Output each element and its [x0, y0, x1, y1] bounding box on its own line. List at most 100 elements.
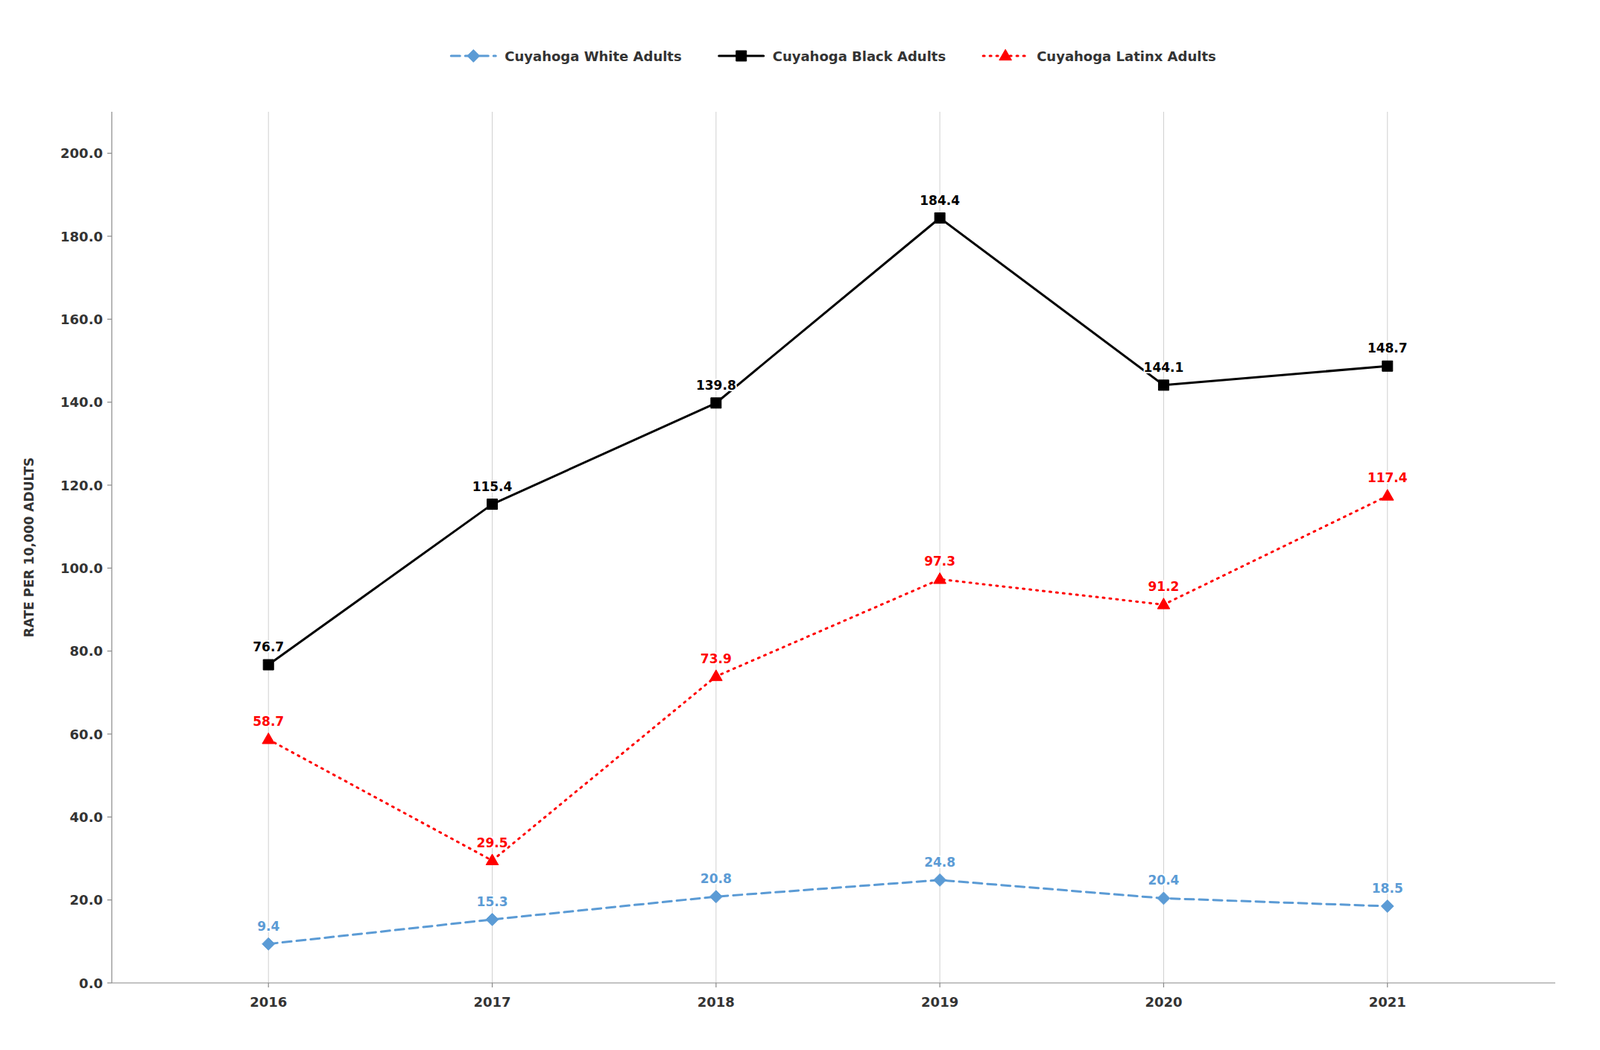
y-tick-label: 0.0 — [78, 975, 103, 992]
point — [710, 669, 723, 681]
y-tick — [107, 650, 112, 652]
y-tick — [107, 982, 112, 983]
series — [263, 213, 1393, 671]
series — [262, 874, 1394, 951]
data-label: 58.7 — [252, 713, 284, 729]
legend-label: Cuyahoga White Adults — [504, 48, 682, 65]
legend-label: Cuyahoga Latinx Adults — [1036, 48, 1217, 65]
x-tick — [1163, 982, 1165, 988]
data-label: 91.2 — [1147, 579, 1179, 594]
point — [710, 397, 722, 409]
x-tick — [491, 982, 493, 988]
y-tick-label: 20.0 — [70, 892, 103, 908]
point — [262, 732, 275, 743]
axes: 0.0 20.0 40.0 60.0 80.0 100.0 120.0 140.0 160.0 1… — [60, 111, 1556, 1010]
y-axis-label: RATE PER 10,000 ADULTS — [21, 457, 37, 638]
data-label: 97.3 — [924, 553, 956, 569]
data-label: 15.3 — [476, 894, 509, 910]
grid — [268, 111, 1388, 983]
y-tick-label: 200.0 — [60, 145, 103, 161]
point — [487, 499, 498, 510]
grid-line — [715, 111, 717, 983]
point — [1380, 900, 1394, 913]
y-tick — [107, 816, 112, 818]
x-axis-line — [111, 982, 1556, 983]
data-label: 18.5 — [1371, 880, 1404, 896]
data-label: 184.4 — [919, 193, 960, 208]
y-tick — [107, 484, 112, 486]
point — [1158, 380, 1169, 391]
y-tick-label: 80.0 — [70, 643, 103, 659]
y-tick-label: 120.0 — [60, 477, 103, 494]
legend-label: Cuyahoga Black Adults — [772, 48, 946, 65]
x-tick-label: 2018 — [697, 994, 735, 1010]
data-label: 73.9 — [700, 651, 732, 667]
data-label: 139.8 — [696, 377, 737, 393]
point — [1157, 598, 1171, 609]
y-axis-line — [111, 111, 112, 983]
x-tick-label: 2016 — [249, 994, 287, 1010]
point — [262, 937, 275, 951]
grid-line — [268, 111, 270, 983]
x-tick — [939, 982, 941, 988]
point — [485, 912, 499, 926]
y-tick — [107, 152, 112, 154]
point — [709, 890, 723, 904]
data-label: 148.7 — [1367, 340, 1408, 356]
x-tick-label: 2017 — [473, 994, 511, 1010]
data-label: 144.1 — [1143, 359, 1185, 375]
grid-line — [1386, 111, 1388, 983]
y-tick-label: 40.0 — [70, 809, 103, 825]
legend-marker — [999, 49, 1013, 60]
point — [263, 659, 274, 670]
y-tick-label: 60.0 — [70, 726, 103, 743]
point — [1380, 489, 1394, 501]
chart: 0.0 20.0 40.0 60.0 80.0 100.0 120.0 140.0 160.0 1… — [0, 0, 1600, 1050]
point — [933, 874, 947, 887]
data-label: 117.4 — [1367, 470, 1408, 486]
data-label: 24.8 — [924, 854, 956, 870]
point — [934, 213, 945, 224]
y-tick-label: 180.0 — [60, 228, 103, 245]
y-tick-label: 140.0 — [60, 394, 103, 410]
grid-line — [1163, 111, 1165, 983]
legend-item: Cuyahoga Black Adults — [719, 48, 946, 65]
y-tick — [107, 318, 112, 320]
y-tick — [107, 235, 112, 237]
data-label: 76.7 — [252, 639, 284, 655]
y-tick-label: 100.0 — [60, 560, 103, 577]
x-tick-label: 2021 — [1368, 994, 1407, 1010]
legend: Cuyahoga White Adults Cuyahoga Black Adul… — [450, 48, 1216, 65]
data-labels: 9.4 15.3 20.8 24.8 20.4 18.5 76.7 115.4 139.8 184… — [252, 193, 1408, 934]
legend-marker — [736, 50, 747, 62]
y-tick — [107, 401, 112, 403]
legend-marker — [467, 49, 480, 63]
grid-line — [939, 111, 941, 983]
grid-line — [491, 111, 493, 983]
point — [933, 573, 947, 584]
point — [1157, 892, 1171, 905]
series-line — [268, 218, 1388, 666]
data-label: 115.4 — [472, 479, 513, 495]
series-line — [268, 880, 1388, 945]
point — [1382, 360, 1393, 372]
data-label: 20.8 — [700, 871, 732, 887]
y-tick-label: 160.0 — [60, 311, 103, 328]
data-label: 9.4 — [257, 918, 280, 934]
x-tick — [715, 982, 717, 988]
y-tick — [107, 567, 112, 569]
y-tick — [107, 733, 112, 735]
plot-area — [262, 213, 1394, 951]
data-label: 20.4 — [1147, 872, 1179, 888]
x-tick — [1386, 982, 1388, 988]
data-label: 29.5 — [476, 835, 509, 851]
x-tick-label: 2020 — [1144, 994, 1182, 1010]
legend-item: Cuyahoga White Adults — [450, 48, 682, 65]
x-tick-label: 2019 — [921, 994, 959, 1010]
y-tick — [107, 899, 112, 901]
legend-item: Cuyahoga Latinx Adults — [982, 48, 1217, 65]
series — [262, 489, 1394, 866]
series-line — [268, 495, 1388, 860]
x-tick — [268, 982, 270, 988]
point — [485, 854, 499, 865]
